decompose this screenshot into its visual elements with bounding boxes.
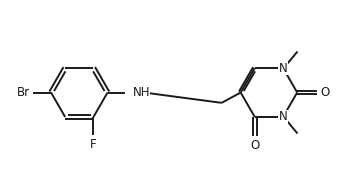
Text: N: N (279, 62, 287, 75)
Text: Br: Br (17, 86, 30, 99)
Text: F: F (90, 138, 97, 151)
Text: O: O (321, 86, 330, 99)
Text: O: O (250, 139, 260, 152)
Text: N: N (279, 110, 287, 123)
Text: NH: NH (132, 86, 150, 99)
